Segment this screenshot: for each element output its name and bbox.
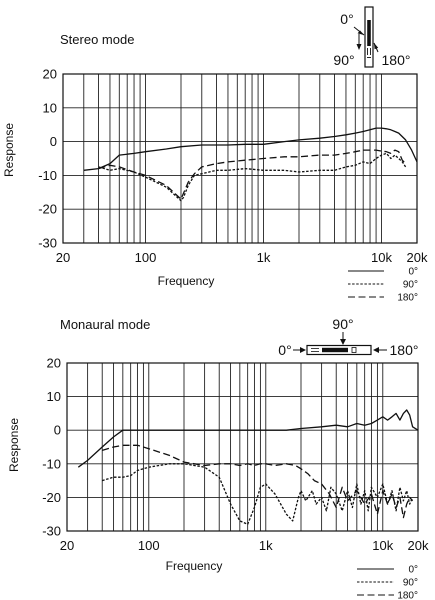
stereo-mic-capsule (367, 20, 371, 46)
monaural-x-tick-label: 20 (60, 538, 74, 553)
monaural-x-tick-label: 10k (372, 538, 393, 553)
stereo-mic-diagram: 0° 90° 180° (333, 6, 411, 68)
stereo-x-tick-label: 1k (257, 250, 271, 265)
stereo-front-label: 0° (340, 11, 353, 27)
monaural-title: Monaural mode (60, 317, 150, 332)
monaural-mic-diagram: 90° 0° 180° (278, 316, 418, 358)
monaural-x-tick-label: 20k (408, 538, 429, 553)
stereo-curve-dashed (98, 149, 407, 200)
stereo-x-tick-label: 20 (56, 250, 70, 265)
monaural-y-tick-label: 20 (47, 356, 61, 371)
stereo-y-tick-label: -20 (38, 202, 57, 217)
stereo-y-tick-label: -10 (38, 168, 57, 183)
stereo-curve-solid (83, 127, 417, 171)
monaural-curve-dotted (102, 463, 414, 525)
stereo-y-tick-label: 20 (43, 67, 57, 82)
stereo-y-axis-label: Response (2, 123, 16, 177)
monaural-y-tick-label: -10 (42, 456, 61, 471)
monaural-y-tick-label: -20 (42, 490, 61, 505)
monaural-chart: Monaural mode Response Frequency 20100-1… (7, 316, 429, 600)
monaural-plot-frame (66, 362, 419, 532)
stereo-x-axis-label: Frequency (158, 274, 215, 288)
monaural-x-tick-label: 100 (138, 538, 160, 553)
monaural-y-tick-label: -30 (42, 524, 61, 539)
monaural-y-tick-label: 10 (47, 389, 61, 404)
monaural-side-label: 90° (332, 316, 353, 332)
stereo-side-label: 90° (333, 52, 354, 68)
stereo-plot-frame (62, 73, 418, 244)
monaural-legend-label: 180° (397, 591, 418, 600)
stereo-y-tick-label: 10 (43, 100, 57, 115)
monaural-y-tick-label: 0 (54, 423, 61, 438)
monaural-x-tick-label: 1k (259, 538, 273, 553)
stereo-x-tick-label: 20k (407, 250, 428, 265)
monaural-front-label: 0° (278, 342, 291, 358)
stereo-x-tick-label: 10k (371, 250, 392, 265)
monaural-curve-dashed (102, 444, 414, 519)
stereo-x-tick-label: 100 (135, 250, 157, 265)
monaural-back-label: 180° (390, 342, 419, 358)
monaural-mic-capsule (322, 347, 348, 353)
monaural-legend-label: 0° (408, 565, 418, 576)
stereo-y-tick-label: -30 (38, 236, 57, 251)
stereo-chart: Stereo mode Response Frequency 20100-10-… (2, 6, 428, 304)
stereo-y-tick-label: 0 (50, 134, 57, 149)
stereo-legend-label: 90° (403, 280, 418, 291)
monaural-x-axis-label: Frequency (166, 559, 223, 573)
stereo-back-label: 180° (382, 52, 411, 68)
stereo-legend-label: 0° (408, 267, 418, 278)
stereo-legend-label: 180° (397, 293, 418, 304)
monaural-y-axis-label: Response (7, 418, 21, 472)
monaural-legend-label: 90° (403, 578, 418, 589)
stereo-title: Stereo mode (60, 32, 134, 47)
monaural-curve-solid (77, 409, 418, 468)
